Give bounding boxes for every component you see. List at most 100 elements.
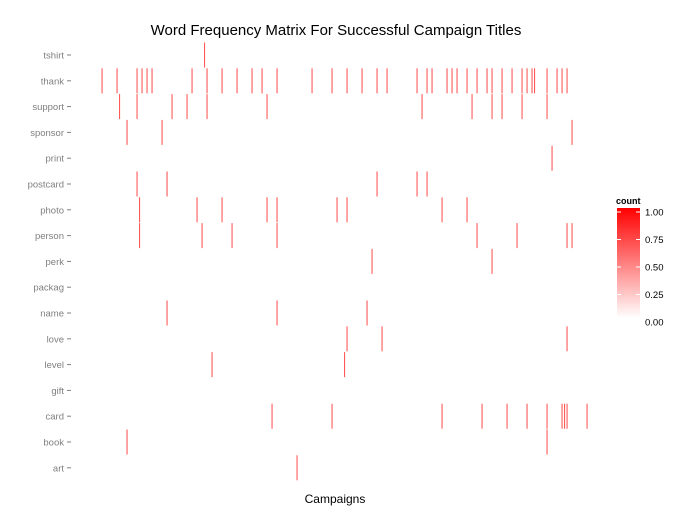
heatmap-cell-card (331, 403, 333, 429)
heatmap-cell-photo (346, 197, 348, 223)
heatmap-cell-thank (416, 68, 418, 94)
heatmap-cell-postcard (376, 171, 378, 197)
y-tick-label-name: name (40, 309, 64, 320)
heatmap-cell-person (231, 223, 233, 249)
heatmap-cell-support (206, 94, 208, 120)
heatmap-cell-support (266, 94, 268, 120)
heatmap-cell-thank (346, 68, 348, 94)
heatmap-cell-photo (266, 197, 268, 223)
heatmap-cell-perk (491, 248, 493, 274)
heatmap-cell-name (166, 300, 168, 326)
heatmap-cell-thank (491, 68, 493, 94)
y-axis: tshirt thank support sponsor print postcard ph… (28, 51, 71, 474)
heatmap-cell-love (381, 326, 383, 352)
heatmap-cell-book (126, 429, 128, 455)
heatmap-cell-thank (101, 68, 103, 94)
heatmap-cell-book (546, 429, 548, 455)
y-tick-label-postcard: postcard (28, 180, 64, 191)
heatmap-cell-person (476, 223, 478, 249)
heatmap-cell-thank (486, 68, 488, 94)
y-tick-label-sponsor: sponsor (30, 128, 64, 139)
heatmap-cell-name (276, 300, 278, 326)
heatmap-cell-support (119, 94, 121, 120)
heatmap-cell-support (421, 94, 423, 120)
heatmap-cell-support (186, 94, 188, 120)
heatmap-cell-person (201, 223, 203, 249)
heatmap-cell-card (506, 403, 508, 429)
heatmap-cell-thank (221, 68, 223, 94)
heatmap-cell-thank (476, 68, 478, 94)
heatmap-cell-sponsor (571, 119, 573, 145)
heatmap-cell-photo (221, 197, 223, 223)
heatmap-cell-thank (151, 68, 153, 94)
heatmap-cell-thank (456, 68, 458, 94)
heatmap-cell-thank (331, 68, 333, 94)
heatmap-cell-card (441, 403, 443, 429)
legend-title: count (616, 196, 641, 206)
legend-tick-label: 0.75 (645, 235, 664, 246)
heatmap-cell-postcard (426, 171, 428, 197)
heatmap-cell-thank (146, 68, 148, 94)
heatmap-cell-level (344, 352, 346, 378)
heatmap-cell-thank (236, 68, 238, 94)
heatmap-cell-thank (426, 68, 428, 94)
y-tick-label-packag: packag (33, 283, 64, 294)
heatmap-cell-card (586, 403, 588, 429)
heatmap-cell-support (136, 94, 138, 120)
y-tick-label-level: level (44, 360, 64, 371)
heatmap-cell-thank (191, 68, 193, 94)
y-tick-label-card: card (46, 412, 64, 423)
heatmap-cell-support (171, 94, 173, 120)
y-tick-label-support: support (32, 102, 64, 113)
heatmap-cell-thank (521, 68, 523, 94)
heatmap-cell-thank (531, 68, 533, 94)
color-legend: count 1.00 0.75 0.50 0.25 0.00 (616, 196, 664, 329)
heatmap-cell-person (571, 223, 573, 249)
heatmap-cell-photo (441, 197, 443, 223)
heatmap-cell-support (491, 94, 493, 120)
heatmap-cell-sponsor (161, 119, 163, 145)
heatmap-cell-card (546, 403, 548, 429)
heatmap-cell-card (271, 403, 273, 429)
heatmap-cell-support (471, 94, 473, 120)
chart-title: Word Frequency Matrix For Successful Cam… (151, 22, 522, 39)
heatmap-cell-person (139, 223, 141, 249)
heatmap-cell-postcard (166, 171, 168, 197)
heatmap-cell-love (566, 326, 568, 352)
heatmap-cell-thank (501, 68, 503, 94)
heatmap-cell-thank (561, 68, 563, 94)
heatmap-cell-thank (566, 68, 568, 94)
heatmap-cell-support (501, 94, 503, 120)
heatmap-cell-support (521, 94, 523, 120)
heatmap-cell-photo (139, 197, 141, 223)
heatmap-cell-love (346, 326, 348, 352)
heatmap-cell-print (551, 145, 553, 171)
y-tick-label-gift: gift (51, 386, 64, 397)
heatmap-cell-thank (466, 68, 468, 94)
heatmap-cells (101, 42, 588, 481)
heatmap-cell-level (211, 352, 213, 378)
heatmap-cell-thank (136, 68, 138, 94)
heatmap-cell-postcard (416, 171, 418, 197)
heatmap-cell-card (561, 403, 563, 429)
heatmap-cell-thank (511, 68, 513, 94)
heatmap-cell-thank (261, 68, 263, 94)
heatmap-cell-card (566, 403, 568, 429)
heatmap-cell-thank (534, 68, 536, 94)
heatmap-cell-thank (206, 68, 208, 94)
heatmap-cell-perk (371, 248, 373, 274)
heatmap-cell-thank (446, 68, 448, 94)
heatmap-cell-person (516, 223, 518, 249)
heatmap-cell-thank (556, 68, 558, 94)
heatmap-cell-thank (311, 68, 313, 94)
legend-tick-label: 0.50 (645, 263, 664, 274)
y-tick-label-tshirt: tshirt (43, 51, 64, 62)
heatmap-cell-thank (546, 68, 548, 94)
heatmap-cell-thank (276, 68, 278, 94)
heatmap-cell-card (481, 403, 483, 429)
heatmap-cell-thank (251, 68, 253, 94)
heatmap-cell-thank (361, 68, 363, 94)
heatmap-cell-thank (141, 68, 143, 94)
heatmap-cell-tshirt (204, 42, 206, 68)
